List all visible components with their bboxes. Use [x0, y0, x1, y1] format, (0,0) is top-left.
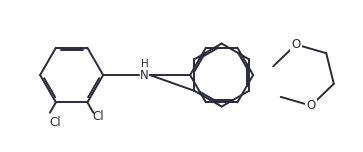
Text: H: H — [141, 59, 148, 69]
Text: Cl: Cl — [49, 116, 61, 129]
Text: O: O — [306, 99, 316, 112]
Text: N: N — [140, 69, 149, 81]
Text: O: O — [291, 38, 301, 51]
Text: Cl: Cl — [93, 110, 104, 123]
